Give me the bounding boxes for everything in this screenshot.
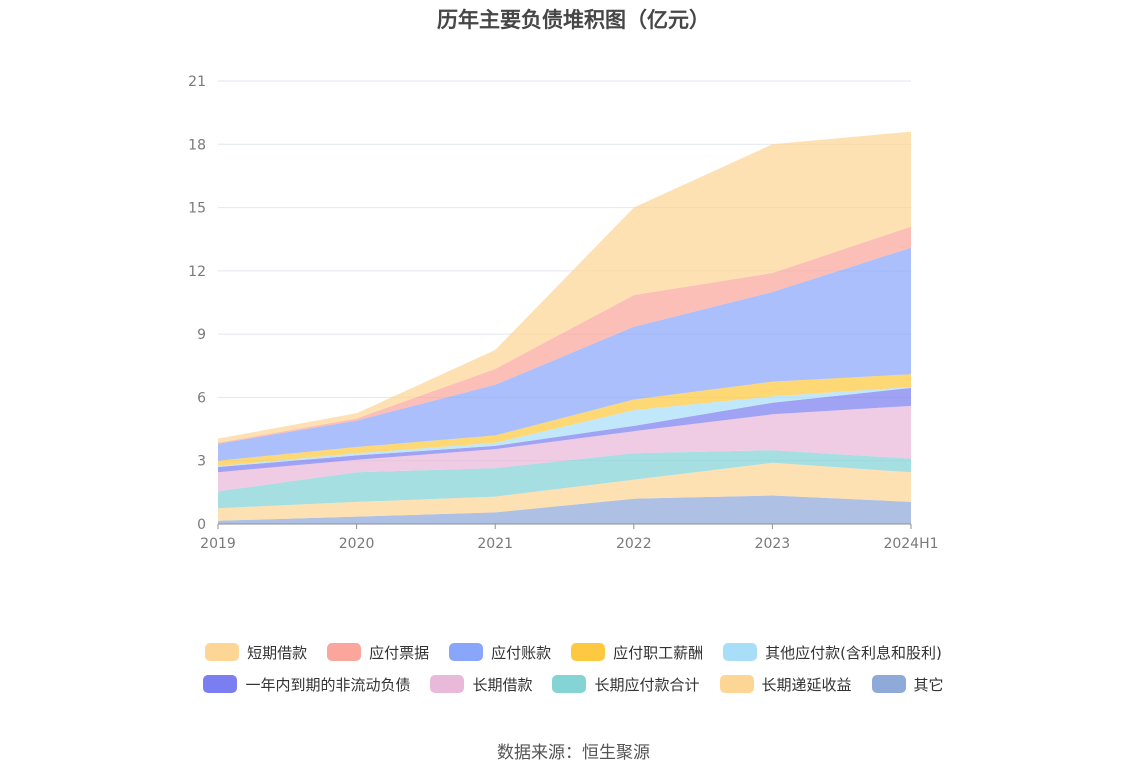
legend-item[interactable]: 一年内到期的非流动负债: [203, 674, 410, 695]
x-tick-label: 2021: [477, 536, 513, 552]
x-tick-label: 2020: [339, 536, 375, 552]
x-tick-label: 2023: [755, 536, 791, 552]
legend-item[interactable]: 长期借款: [430, 674, 532, 695]
legend-label: 其他应付款(含利息和股利): [765, 643, 942, 662]
legend-label: 应付账款: [491, 643, 552, 662]
area-其他应付款(含利息和股利): [218, 386, 911, 467]
legend-swatch: [719, 675, 754, 693]
legend-label: 长期递延收益: [761, 675, 852, 694]
area-应付职工薪酬: [218, 374, 911, 466]
legend-label: 一年内到期的非流动负债: [245, 675, 411, 694]
area-应付票据: [218, 226, 911, 444]
legend-item[interactable]: 其它: [871, 674, 944, 695]
legend-item[interactable]: 应付账款: [449, 642, 551, 663]
y-tick-label: 3: [197, 454, 206, 470]
legend-swatch: [449, 643, 484, 661]
legend-row: 短期借款 应付票据 应付账款 应付职工薪酬 其他应付款(含利息和股利): [0, 636, 1147, 668]
legend-label: 短期借款: [247, 643, 308, 662]
y-tick-label: 0: [197, 517, 206, 533]
area-短期借款: [218, 131, 911, 443]
legend-swatch: [723, 643, 758, 661]
y-tick-label: 18: [188, 137, 206, 153]
area-series: [218, 131, 911, 524]
legend-item[interactable]: 长期递延收益: [719, 674, 852, 695]
legend: 短期借款 应付票据 应付账款 应付职工薪酬 其他应付款(含利息和股利) 一年内到期的非流…: [0, 636, 1147, 700]
legend-label: 应付票据: [369, 643, 430, 662]
legend-swatch: [205, 643, 240, 661]
legend-item[interactable]: 短期借款: [205, 642, 307, 663]
x-tick-label: 2019: [200, 536, 236, 552]
legend-swatch: [871, 675, 906, 693]
x-tick-label: 2022: [616, 536, 652, 552]
legend-label: 应付职工薪酬: [613, 643, 704, 662]
area-长期递延收益: [218, 462, 911, 521]
area-应付账款: [218, 247, 911, 461]
y-tick-label: 15: [188, 201, 206, 217]
legend-swatch: [327, 643, 362, 661]
chart-title: 历年主要负债堆积图（亿元）: [437, 8, 710, 32]
area-长期借款: [218, 405, 911, 492]
legend-swatch: [571, 643, 606, 661]
area-长期应付款合计: [218, 450, 911, 509]
y-tick-label: 6: [197, 390, 206, 406]
stacked-area-chart: 0 3 6 9 12 15 18 21 2019 2020 2021 2022 2023 2024H1: [188, 74, 938, 552]
area-一年内到期的非流动负债: [218, 387, 911, 473]
legend-label: 长期应付款合计: [594, 675, 700, 694]
legend-item[interactable]: 应付职工薪酬: [571, 642, 703, 663]
legend-item[interactable]: 长期应付款合计: [552, 674, 700, 695]
x-tick-label: 2024H1: [883, 536, 938, 552]
y-tick-label: 12: [188, 264, 206, 280]
y-tick-label: 21: [188, 74, 206, 90]
y-tick-label: 9: [197, 327, 206, 343]
area-其它: [218, 495, 911, 524]
legend-item[interactable]: 其他应付款(含利息和股利): [723, 642, 942, 663]
legend-item[interactable]: 应付票据: [327, 642, 429, 663]
axes: 0 3 6 9 12 15 18 21 2019 2020 2021 2022 2023 2024H1: [188, 74, 938, 552]
legend-label: 长期借款: [472, 675, 533, 694]
legend-swatch: [203, 675, 238, 693]
legend-label: 其它: [913, 675, 944, 694]
legend-row: 一年内到期的非流动负债 长期借款 长期应付款合计 长期递延收益 其它: [0, 668, 1147, 700]
source-note: 数据来源：恒生聚源: [497, 743, 650, 763]
legend-swatch: [430, 675, 465, 693]
legend-swatch: [552, 675, 587, 693]
